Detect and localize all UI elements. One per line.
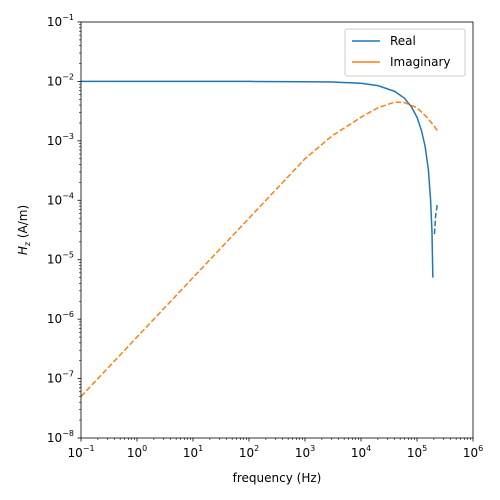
x-axis-label: frequency (Hz) (233, 471, 322, 485)
plot-frame (80, 21, 474, 439)
legend-label-imaginary: Imaginary (390, 55, 451, 69)
x-tick-label: 100 (127, 444, 147, 460)
series-line-real-dashed (433, 204, 439, 235)
x-tick-label: 10−1 (67, 444, 94, 460)
series-line-real (81, 80, 434, 278)
y-tick-label: 10−7 (47, 370, 74, 386)
x-tick-label: 103 (295, 444, 315, 460)
y-tick-label: 10−8 (47, 429, 74, 445)
x-tick-label: 105 (407, 444, 427, 460)
y-tick-label: 10−3 (47, 132, 74, 148)
y-tick-label: 10−5 (47, 251, 74, 267)
y-axis-label-unit: (A/m) (16, 205, 30, 242)
legend-label-real: Real (390, 34, 416, 48)
plot-area (80, 21, 474, 439)
x-tick-label: 104 (351, 444, 371, 460)
y-tick-label: 10−4 (47, 191, 74, 207)
legend: Real Imaginary (344, 28, 466, 77)
y-axis-label: Hz (A/m) (16, 205, 32, 255)
plot-background (81, 22, 473, 438)
y-tick-label: 10−2 (47, 72, 74, 88)
x-axis: 10−1 100 101 102 103 104 105 106 (67, 438, 483, 460)
y-tick-label: 10−6 (47, 310, 74, 326)
y-axis-label-symbol: H (16, 246, 30, 255)
y-axis: 10−8 10−7 10−6 10−5 10−4 10−3 10−2 10−1 (47, 13, 81, 445)
x-tick-label: 101 (183, 444, 203, 460)
y-tick-label: 10−1 (47, 13, 74, 29)
x-tick-label: 102 (239, 444, 259, 460)
y-axis-label-subscript: z (23, 242, 32, 246)
series-line-imaginary-dashed (80, 101, 439, 397)
x-tick-label: 106 (463, 444, 483, 460)
series-layer (80, 80, 439, 397)
